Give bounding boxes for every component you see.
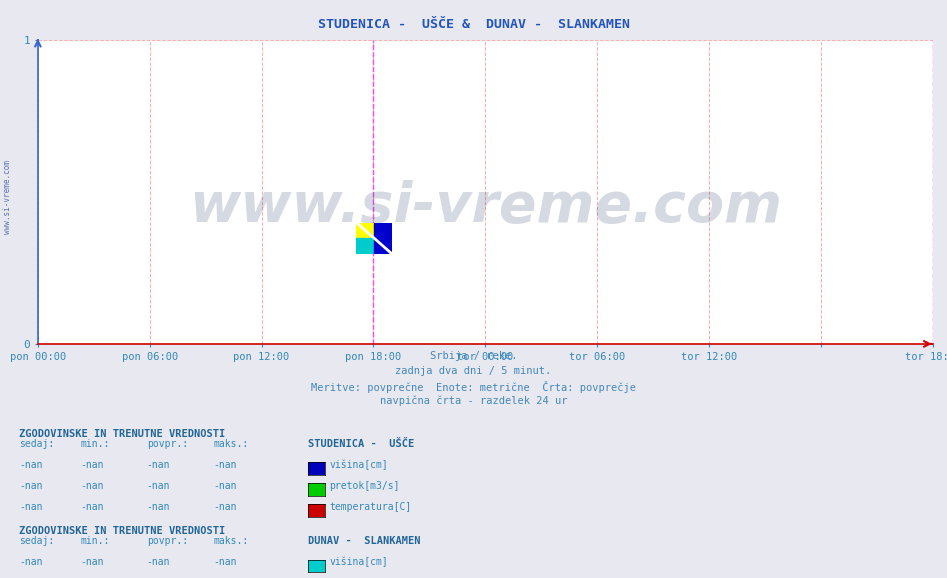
Text: -nan: -nan [213,460,237,470]
Text: www.si-vreme.com: www.si-vreme.com [3,160,12,234]
Text: sedaj:: sedaj: [19,536,54,546]
Bar [356,223,374,238]
Text: pretok[m3/s]: pretok[m3/s] [330,481,400,491]
Text: -nan: -nan [147,557,170,567]
Text: min.:: min.: [80,439,110,449]
Text: -nan: -nan [80,502,104,512]
Text: povpr.:: povpr.: [147,536,188,546]
Text: ZGODOVINSKE IN TRENUTNE VREDNOSTI: ZGODOVINSKE IN TRENUTNE VREDNOSTI [19,526,225,536]
Text: ZGODOVINSKE IN TRENUTNE VREDNOSTI: ZGODOVINSKE IN TRENUTNE VREDNOSTI [19,429,225,439]
Text: -nan: -nan [19,481,43,491]
Bar [356,238,374,254]
Text: -nan: -nan [80,557,104,567]
Text: STUDENICA -  UŠČE: STUDENICA - UŠČE [308,439,414,449]
Text: -nan: -nan [213,557,237,567]
Text: višina[cm]: višina[cm] [330,557,388,567]
Bar [374,223,392,254]
Text: Meritve: povprečne  Enote: metrične  Črta: povprečje: Meritve: povprečne Enote: metrične Črta:… [311,381,636,393]
Text: www.si-vreme.com: www.si-vreme.com [188,180,782,234]
Text: sedaj:: sedaj: [19,439,54,449]
Text: maks.:: maks.: [213,439,248,449]
Text: -nan: -nan [19,460,43,470]
Text: maks.:: maks.: [213,536,248,546]
Text: temperatura[C]: temperatura[C] [330,502,412,512]
Text: -nan: -nan [80,460,104,470]
Text: STUDENICA -  UŠČE &  DUNAV -  SLANKAMEN: STUDENICA - UŠČE & DUNAV - SLANKAMEN [317,18,630,31]
Text: navpična črta - razdelek 24 ur: navpična črta - razdelek 24 ur [380,396,567,406]
Text: -nan: -nan [147,460,170,470]
Text: -nan: -nan [147,481,170,491]
Text: višina[cm]: višina[cm] [330,460,388,470]
Text: -nan: -nan [19,502,43,512]
Text: -nan: -nan [19,557,43,567]
Text: -nan: -nan [80,481,104,491]
Text: povpr.:: povpr.: [147,439,188,449]
Text: DUNAV -  SLANKAMEN: DUNAV - SLANKAMEN [308,536,420,546]
Text: -nan: -nan [213,502,237,512]
Text: zadnja dva dni / 5 minut.: zadnja dva dni / 5 minut. [396,366,551,376]
Text: -nan: -nan [147,502,170,512]
Text: Srbija / reke.: Srbija / reke. [430,351,517,361]
Text: min.:: min.: [80,536,110,546]
Text: -nan: -nan [213,481,237,491]
